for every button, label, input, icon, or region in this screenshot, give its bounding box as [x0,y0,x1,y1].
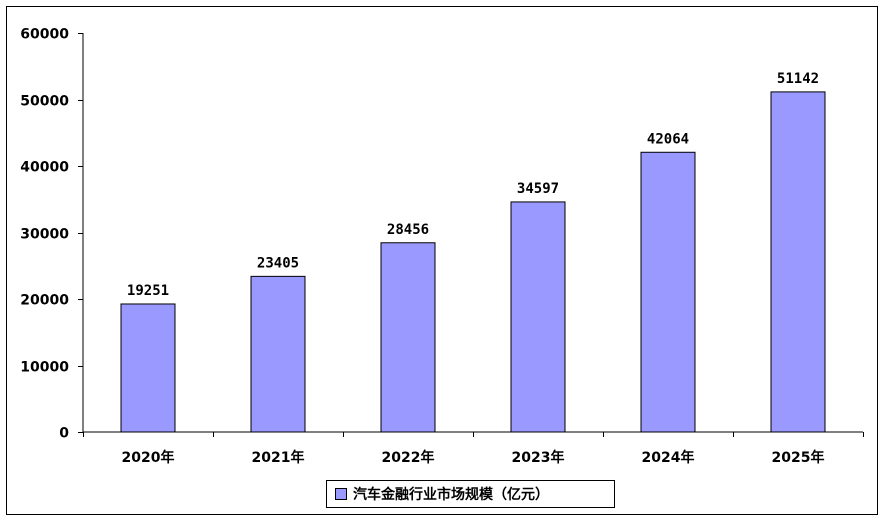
y-tick-label: 60000 [20,27,69,43]
bar [510,201,566,433]
legend-label: 汽车金融行业市场规模（亿元） [353,487,549,503]
data-label: 34597 [517,181,559,197]
data-label: 42064 [647,131,689,147]
x-tick-label: 2024年 [642,449,695,466]
y-tick-label: 40000 [20,160,69,176]
y-tick-label: 10000 [20,360,69,376]
bar [120,303,176,433]
data-label: 28456 [387,222,429,238]
legend: 汽车金融行业市场规模（亿元） [326,480,615,508]
data-label: 23405 [257,255,299,271]
bar [640,151,696,433]
y-tick-label: 30000 [20,227,69,243]
x-tick-label: 2021年 [252,449,305,466]
x-tick-label: 2025年 [772,449,825,466]
bar [380,242,436,433]
y-tick-label: 20000 [20,293,69,309]
x-tick-label: 2023年 [512,449,565,466]
x-tick-label: 2022年 [382,449,435,466]
bar [250,275,306,433]
y-tick-label: 50000 [20,94,69,110]
bar [770,91,826,433]
x-tick-label: 2020年 [122,449,175,466]
data-label: 19251 [127,283,169,299]
y-tick-label: 0 [59,426,69,442]
data-label: 51142 [777,71,819,87]
legend-swatch [335,488,347,500]
